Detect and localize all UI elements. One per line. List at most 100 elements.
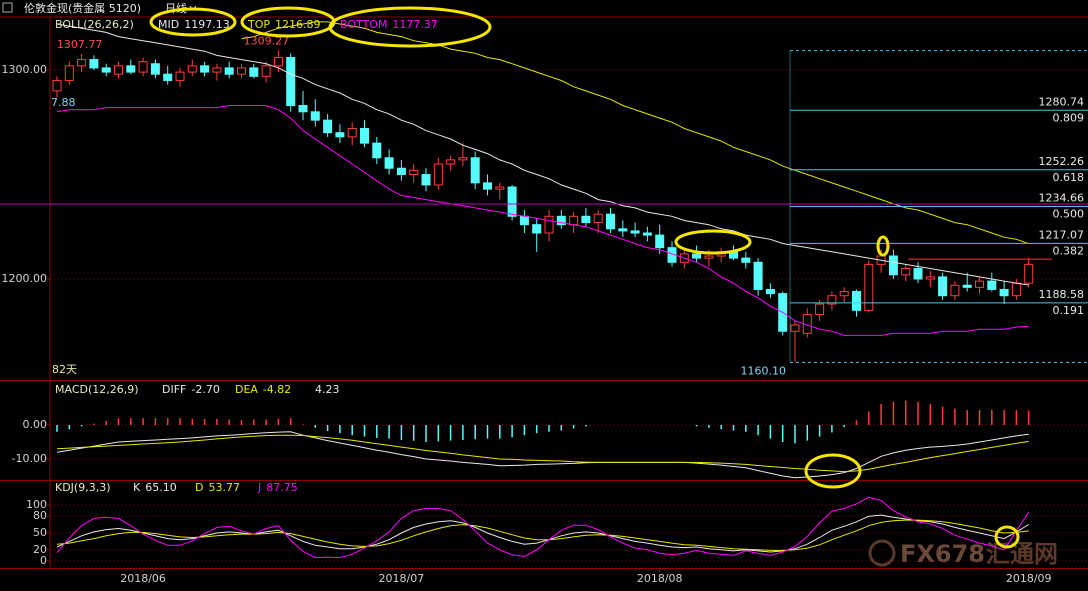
candle-body [396,167,406,175]
candle-body [1011,282,1021,297]
candle-body [532,224,542,234]
candle-body [101,67,111,73]
candle-body [237,67,246,75]
series-name: DIFF [162,383,186,396]
candle-body [544,215,554,234]
candle-body [975,280,984,288]
candle-body [519,215,529,226]
highlight-ellipse [804,453,862,489]
y-tick-label: 1200.00 [2,272,48,285]
series-name: BOTTOM [340,18,387,31]
indicator-title: KDJ(9,3,3) [55,481,111,494]
candle-body [126,65,136,73]
indicator-value: D 53.77 [195,481,240,494]
x-tick-label: 2018/09 [1006,572,1052,585]
days-label: 82天 [52,363,77,376]
candle-body [114,65,123,75]
candle-body [852,291,861,311]
candle-body [1024,263,1034,284]
indicator-value: 4.23 [315,383,340,396]
watermark-brand: FX678 [900,540,985,568]
indicator-value: DIFF -2.70 [162,383,220,396]
candle-body [446,159,456,165]
candle-body [839,291,849,297]
candle-body [618,228,628,232]
candle-body [999,288,1009,297]
y-tick-label: 50 [33,526,47,539]
candle-body [335,132,345,138]
candle-body [888,255,898,276]
candle-body [261,65,271,77]
candle-body [483,182,492,190]
series-value: -2.70 [191,383,219,396]
series-name: MID [158,18,179,31]
x-tick-label: 2018/08 [637,572,683,585]
highlight-ellipse [674,229,752,255]
candle-body [741,257,751,263]
candle-body [901,268,911,276]
plot-layer: 1200.00 1300.00 1160.10 1280.74 0.809 1252.26… [0,18,1088,585]
fib-price-label: 1217.07 [1039,228,1085,241]
candle-body [200,65,210,73]
highlight-ellipse [149,7,237,37]
candle-body [187,65,197,73]
high-marker: 1309.27 [244,35,290,48]
candle-body [409,169,419,175]
candle-body [864,263,874,311]
candle-body [273,56,283,67]
series-name: J [257,481,261,494]
candle-body [606,213,615,230]
candle-body [286,56,296,107]
series-value: 87.75 [266,481,298,494]
candle-body [556,215,566,226]
fib-price-label: 1234.66 [1039,192,1085,205]
candle-body [765,288,775,295]
candle-body [433,163,443,186]
indicator-title: BOLL(26,26,2) [55,18,134,31]
indicator-value: MID 1197.13 [158,18,230,31]
x-tick-label: 2018/07 [379,572,425,585]
series-line [56,105,1029,336]
candle-body [507,186,517,217]
candle-body [224,67,234,75]
watermark-site: 汇通网 [986,540,1058,568]
candle-body [950,284,960,297]
candle-body [421,173,431,186]
y-tick-label: 0.00 [23,418,48,431]
highlight-ellipse [328,6,492,48]
series-line [56,514,1029,553]
candle-body [77,59,87,67]
fib-ratio-label: 0.809 [1053,111,1085,124]
highlight-ellipse [994,525,1020,549]
candle-body [815,303,825,316]
menu-icon[interactable] [2,2,13,13]
candle-body [569,215,579,226]
instrument-title: 伦敦金现(贵金属 5120) [24,1,141,15]
cut-label: 7.88 [51,96,76,109]
candle-body [458,157,468,161]
candle-body [347,128,357,138]
y-tick-label: -10.00 [12,452,47,465]
fib-price-label: 1280.74 [1039,95,1085,108]
fib-price-label: 1188.58 [1039,288,1085,301]
fib-ratio-label: 0.382 [1053,244,1085,257]
series-name: D [195,481,203,494]
series-value: 65.10 [145,481,177,494]
candle-body [827,295,837,305]
candle-body [692,253,702,259]
indicator-title: MACD(12,26,9) [55,383,139,396]
candle-body [581,215,591,224]
candle-body [938,276,948,297]
series-name: K [133,481,141,494]
candle-body [175,71,185,81]
y-tick-label: 100 [26,498,47,511]
y-tick-label: 1300.00 [2,63,48,76]
series-value: 4.23 [315,383,340,396]
candle-body [642,232,652,236]
series-line [56,431,1029,479]
candle-body [630,230,640,234]
x-tick-label: 2018/06 [120,572,166,585]
candle-body [372,142,382,159]
